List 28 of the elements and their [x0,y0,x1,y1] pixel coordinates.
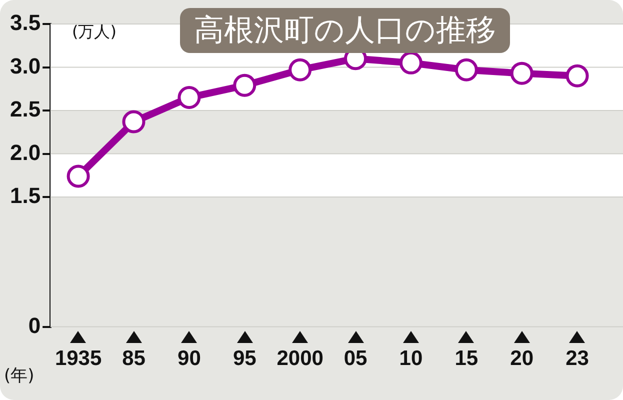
y-tick-label: 1.5 [10,183,41,208]
x-tick-label: 1935 [54,347,102,370]
point [66,164,90,188]
point [510,62,534,85]
y-tick-label: 2.0 [10,140,41,165]
chart-title: 高根沢町の人口の推移 [180,8,510,53]
x-tick-label: 05 [344,347,368,370]
point [233,74,256,97]
x-tick-label: 20 [510,347,534,370]
point [178,86,201,110]
point [454,58,478,82]
x-tick-label: 15 [454,347,478,370]
y-tick-label: 3.0 [10,53,41,78]
y-tick-label: 2.5 [10,96,41,122]
y-tick-label: 3.5 [10,10,41,36]
point [288,58,312,82]
y-tick-label: 0 [28,312,41,338]
x-tick-label: 95 [232,347,257,370]
x-tick-label: 2000 [276,347,324,370]
x-tick-label: 90 [178,347,201,370]
point [122,110,146,134]
y-axis-title: (万人) [72,22,116,43]
x-axis-title: (年) [4,365,34,387]
x-tick-label: 23 [566,347,589,370]
point [399,51,422,74]
x-tick-label: 10 [399,347,423,370]
point [566,64,589,88]
x-tick-label: 85 [122,347,146,370]
